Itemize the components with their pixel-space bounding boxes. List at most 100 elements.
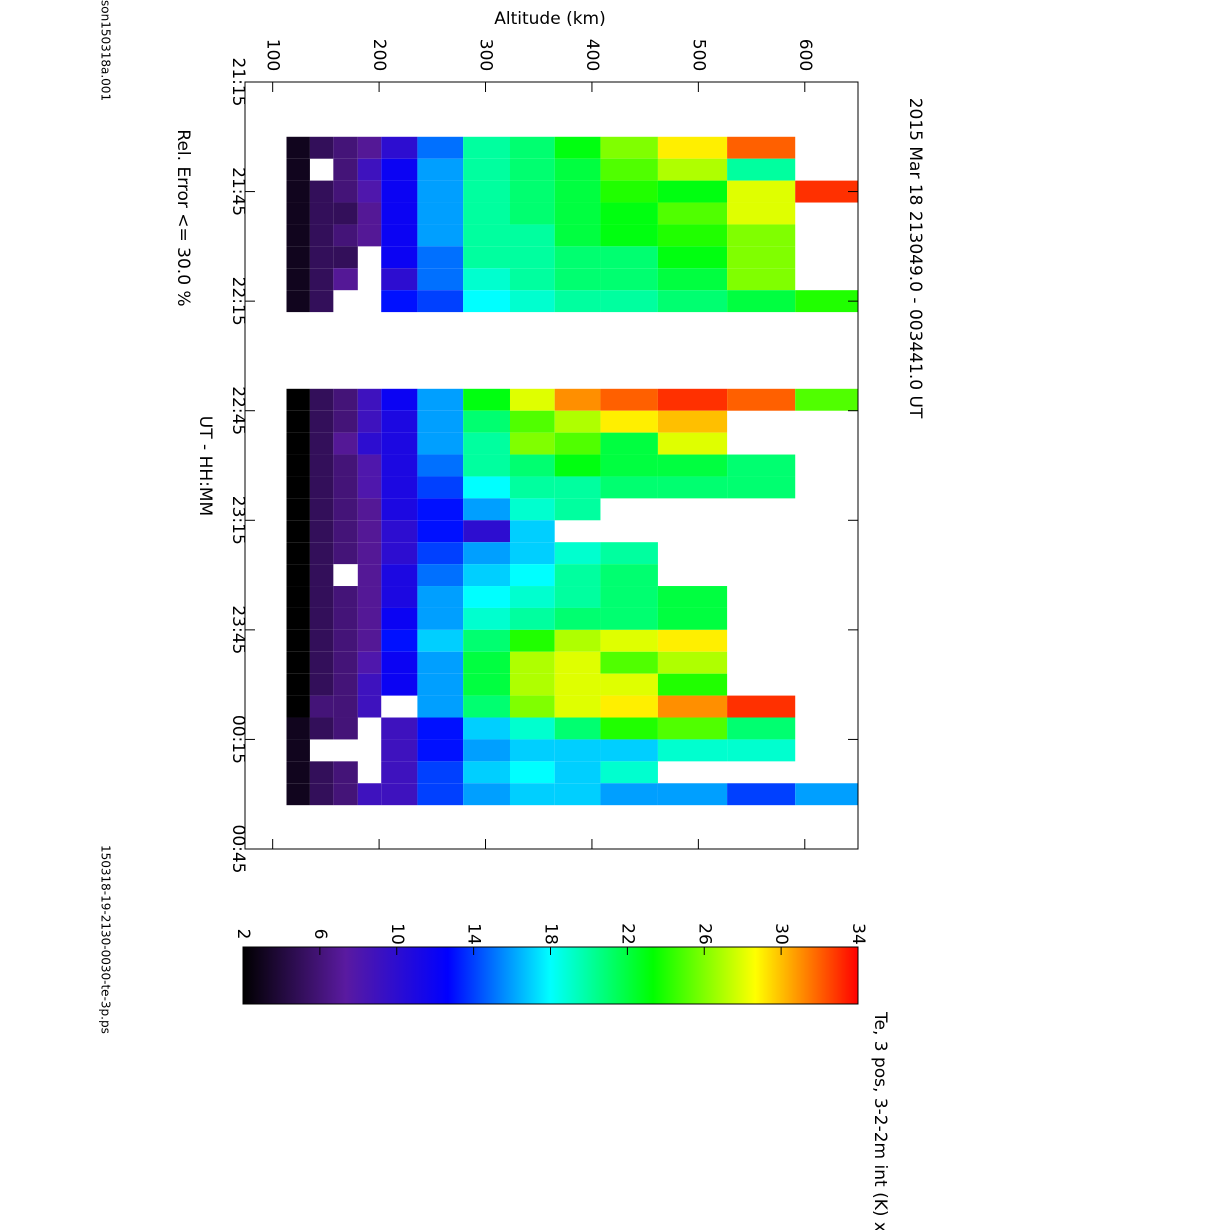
heatmap-cell: [554, 180, 601, 203]
heatmap-cell: [509, 432, 555, 455]
source-file: son150318a.001: [99, 0, 113, 101]
heatmap-cell: [795, 290, 858, 313]
heatmap-cell: [657, 717, 728, 740]
heatmap-cell: [417, 290, 464, 313]
heatmap-cell: [554, 629, 601, 652]
heatmap-cell: [509, 246, 555, 269]
heatmap-cell: [286, 717, 310, 740]
y-tick-label: 500: [688, 39, 708, 71]
heatmap-cell: [417, 410, 464, 433]
heatmap-cell: [417, 761, 464, 784]
heatmap-cell: [554, 739, 601, 762]
heatmap-cell: [509, 224, 555, 247]
heatmap-cell: [600, 246, 658, 269]
heatmap-cell: [554, 158, 601, 181]
y-tick-label: 600: [795, 39, 815, 71]
heatmap-cell: [657, 136, 728, 159]
heatmap-cell: [554, 542, 601, 565]
heatmap-cell: [600, 388, 658, 411]
heatmap-cell: [600, 695, 658, 718]
heatmap-cell: [727, 717, 796, 740]
x-tick-label: 00:45: [228, 825, 248, 874]
heatmap-cell: [727, 136, 796, 159]
heatmap-cell: [463, 695, 510, 718]
heatmap-cell: [357, 498, 382, 521]
heatmap-cell: [554, 410, 601, 433]
heatmap-cell: [600, 542, 658, 565]
heatmap-cell: [381, 542, 418, 565]
heatmap-cell: [333, 202, 358, 225]
heatmap-cell: [727, 783, 796, 806]
heatmap-cell: [333, 673, 358, 696]
colorbar-tick-label: 26: [694, 923, 714, 945]
heatmap-cell: [309, 498, 334, 521]
heatmap-cell: [463, 410, 510, 433]
heatmap-cell: [417, 246, 464, 269]
heatmap-cell: [463, 454, 510, 477]
heatmap-cell: [309, 388, 334, 411]
heatmap-cell: [381, 586, 418, 608]
heatmap-cell: [554, 761, 601, 784]
plot-frame: [244, 81, 859, 850]
heatmap-cell: [657, 388, 728, 411]
heatmap-cell: [309, 695, 334, 718]
heatmap-cell: [286, 607, 310, 630]
heatmap-cell: [309, 542, 334, 565]
heatmap-cell: [554, 476, 601, 499]
heatmap-cell: [554, 454, 601, 477]
heatmap-cell: [554, 432, 601, 455]
heatmap-cell: [600, 629, 658, 652]
heatmap-cell: [333, 454, 358, 477]
heatmap-cell: [463, 673, 510, 696]
heatmap-cell: [509, 476, 555, 499]
heatmap-cell: [286, 761, 310, 784]
heatmap-cell: [357, 783, 382, 806]
heatmap-cell: [417, 180, 464, 203]
heatmap-cell: [417, 520, 464, 543]
heatmap-cell: [600, 224, 658, 247]
heatmap-cell: [463, 432, 510, 455]
heatmap-cell: [381, 180, 418, 203]
heatmap-cell: [381, 224, 418, 247]
heatmap-cell: [554, 136, 601, 159]
heatmap-cell: [509, 180, 555, 203]
heatmap-cell: [286, 410, 310, 433]
heatmap-cell: [657, 673, 728, 696]
heatmap-cell: [417, 739, 464, 762]
heatmap-cell: [727, 476, 796, 499]
heatmap-cell: [381, 717, 418, 740]
heatmap-cell: [333, 432, 358, 455]
heatmap-cell: [309, 180, 334, 203]
heatmap-cell: [463, 739, 510, 762]
heatmap-cell: [509, 717, 555, 740]
x-tick-label: 22:15: [228, 277, 248, 326]
colorbar-tick-label: 34: [848, 923, 868, 945]
heatmap-cell: [463, 158, 510, 181]
heatmap-cell: [286, 673, 310, 696]
heatmap-cell: [417, 564, 464, 587]
heatmap-cell: [509, 520, 555, 543]
heatmap-cell: [417, 651, 464, 674]
heatmap-cell: [600, 202, 658, 225]
heatmap-cell: [357, 651, 382, 674]
heatmap-cell: [381, 268, 418, 291]
heatmap-cell: [657, 454, 728, 477]
heatmap-cell: [600, 761, 658, 784]
heatmap-cell: [333, 761, 358, 784]
chart-title: 2015 Mar 18 213049.0 - 003441.0 UT: [905, 98, 925, 419]
heatmap-cell: [657, 476, 728, 499]
heatmap-cell: [309, 268, 334, 291]
heatmap-cell: [554, 224, 601, 247]
heatmap-cell: [657, 246, 728, 269]
heatmap-cell: [463, 607, 510, 630]
heatmap-cell: [286, 388, 310, 411]
heatmap-cell: [357, 586, 382, 608]
heatmap-cell: [286, 476, 310, 499]
heatmap-cell: [417, 717, 464, 740]
heatmap-cell: [600, 180, 658, 203]
heatmap-cell: [463, 520, 510, 543]
colorbar-title: Te, 3 pos, 3-2-2m int (K) x 10²: [870, 1011, 890, 1230]
heatmap-cell: [357, 180, 382, 203]
heatmap-cell: [309, 454, 334, 477]
heatmap-cell: [554, 498, 601, 521]
